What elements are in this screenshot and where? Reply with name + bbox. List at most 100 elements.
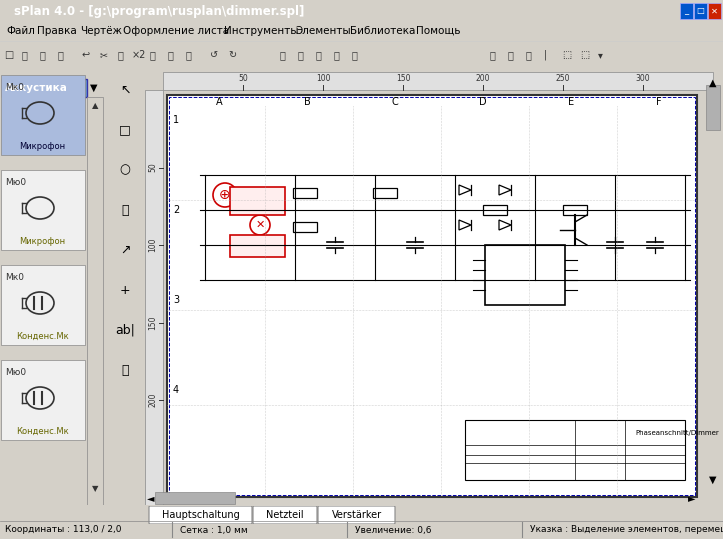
Text: Координаты : 113,0 / 2,0: Координаты : 113,0 / 2,0 — [5, 526, 121, 535]
Text: 4: 4 — [173, 385, 179, 395]
Text: A: A — [215, 97, 222, 107]
Text: ▲: ▲ — [92, 101, 98, 110]
Text: ⬚: ⬚ — [562, 50, 571, 60]
Text: Библиотека: Библиотека — [350, 26, 415, 36]
Text: 150: 150 — [395, 74, 410, 83]
Text: 50: 50 — [238, 74, 248, 83]
Text: Мк0: Мк0 — [5, 273, 24, 282]
Text: C: C — [392, 97, 398, 107]
Text: 2: 2 — [173, 205, 179, 215]
Text: 💾: 💾 — [40, 50, 46, 60]
Text: 200: 200 — [476, 74, 490, 83]
Text: ⬜: ⬜ — [526, 50, 532, 60]
Bar — [694, 3, 707, 19]
Text: ↖: ↖ — [120, 84, 130, 96]
Text: ab|: ab| — [115, 323, 135, 336]
Text: 📂: 📂 — [22, 50, 28, 60]
Text: +: + — [120, 284, 130, 296]
Bar — [708, 3, 721, 19]
Text: sPlan 4.0 - [g:\program\rusplan\dimmer.spl]: sPlan 4.0 - [g:\program\rusplan\dimmer.s… — [14, 4, 304, 17]
Text: Сетка : 1,0 мм: Сетка : 1,0 мм — [180, 526, 248, 535]
Text: Увеличение: 0,6: Увеличение: 0,6 — [355, 526, 432, 535]
Text: Элементы: Элементы — [296, 26, 351, 36]
Text: 250: 250 — [556, 74, 570, 83]
Text: ✕: ✕ — [255, 220, 265, 230]
Text: ◄: ◄ — [147, 493, 155, 503]
Text: 🗑: 🗑 — [150, 50, 156, 60]
Text: 📋: 📋 — [168, 50, 174, 60]
Text: ⬜: ⬜ — [490, 50, 496, 60]
Text: Конденс.Мк: Конденс.Мк — [16, 332, 69, 341]
Bar — [163, 72, 713, 90]
Text: ⬜: ⬜ — [316, 50, 322, 60]
Text: □: □ — [696, 6, 704, 16]
Text: Мю0: Мю0 — [5, 368, 26, 377]
Text: Файл: Файл — [6, 26, 35, 36]
Text: ▼: ▼ — [92, 484, 98, 493]
Text: 1: 1 — [173, 115, 179, 125]
Text: 50: 50 — [148, 163, 157, 172]
Text: Помощь: Помощь — [416, 26, 461, 36]
Bar — [465, 420, 685, 480]
Text: ⬜: ⬜ — [508, 50, 514, 60]
Text: Чертёж: Чертёж — [80, 26, 122, 36]
Text: Netzteil: Netzteil — [266, 510, 304, 520]
Text: ↺: ↺ — [210, 50, 218, 60]
Text: ⬜: ⬜ — [352, 50, 358, 60]
Text: ↗: ↗ — [120, 244, 130, 257]
Text: F: F — [656, 97, 662, 107]
Bar — [563, 205, 587, 215]
Bar — [293, 188, 317, 198]
FancyBboxPatch shape — [318, 506, 395, 524]
Bar — [680, 3, 693, 19]
Text: Phaseanschnitt/Dimmer: Phaseanschnitt/Dimmer — [635, 430, 719, 436]
Text: Правка: Правка — [37, 26, 77, 36]
Text: 3: 3 — [173, 295, 179, 305]
Bar — [1, 170, 85, 250]
Text: 🔍: 🔍 — [121, 363, 129, 377]
Text: |: | — [544, 50, 547, 60]
Text: D: D — [479, 97, 487, 107]
Text: 100: 100 — [316, 74, 330, 83]
Text: ▾: ▾ — [598, 50, 603, 60]
Bar — [293, 222, 317, 232]
Bar — [145, 90, 163, 505]
Bar — [373, 188, 397, 198]
Text: 📋: 📋 — [118, 50, 124, 60]
Text: Оформление листа: Оформление листа — [123, 26, 229, 36]
Bar — [230, 187, 285, 215]
Text: 📋: 📋 — [186, 50, 192, 60]
Text: 🖨: 🖨 — [58, 50, 64, 60]
Text: ○: ○ — [119, 163, 130, 176]
Text: Verstärker: Verstärker — [331, 510, 382, 520]
Text: Инструменты: Инструменты — [223, 26, 298, 36]
Text: Мю0: Мю0 — [5, 178, 26, 187]
Bar — [1, 75, 85, 155]
Text: ⊕: ⊕ — [219, 188, 231, 202]
Text: ▼: ▼ — [90, 83, 98, 93]
Bar — [706, 85, 720, 130]
Text: ↻: ↻ — [228, 50, 236, 60]
Text: ✂: ✂ — [100, 50, 108, 60]
Text: Hauptschaltung: Hauptschaltung — [162, 510, 239, 520]
Text: 200: 200 — [148, 393, 157, 407]
Text: 100: 100 — [148, 238, 157, 252]
Text: Аккустика: Аккустика — [5, 83, 68, 93]
Bar — [1, 360, 85, 440]
Bar — [1, 265, 85, 345]
Text: ✕: ✕ — [711, 6, 718, 16]
Bar — [485, 245, 565, 305]
Text: Микрофон: Микрофон — [19, 142, 65, 151]
Bar — [230, 235, 285, 257]
Text: □: □ — [4, 50, 13, 60]
FancyBboxPatch shape — [253, 506, 317, 524]
Text: 150: 150 — [148, 315, 157, 330]
Text: Указка : Выделение элементов, перемещ: Указка : Выделение элементов, перемещ — [530, 526, 723, 535]
Text: B: B — [304, 97, 310, 107]
Text: □: □ — [119, 123, 131, 136]
Text: ↩: ↩ — [82, 50, 90, 60]
Text: ×2: ×2 — [132, 50, 146, 60]
Text: _: _ — [685, 6, 688, 16]
Text: Мк0: Мк0 — [5, 83, 24, 92]
Text: ▲: ▲ — [709, 78, 716, 88]
